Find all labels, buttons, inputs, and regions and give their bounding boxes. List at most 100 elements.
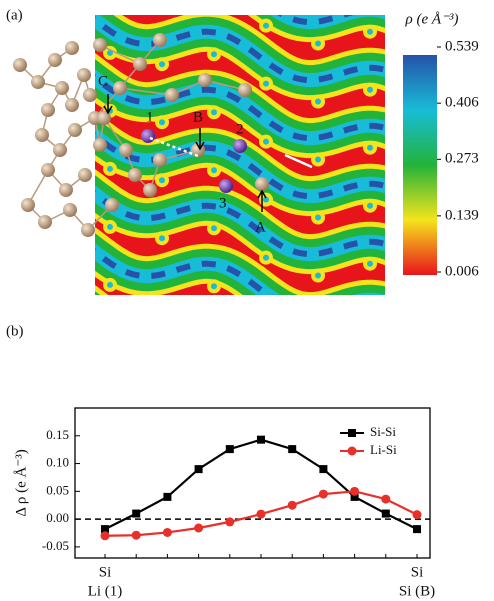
marker [381,509,390,518]
density-node [159,235,165,242]
marker [347,446,357,456]
density-node [159,177,165,184]
density-node [211,225,217,232]
panel-label: (a) [6,7,23,23]
atom [59,183,73,197]
colorbar-tick-label: 0.406 [445,95,479,111]
legend-label: Li-Si [370,442,397,457]
density-band [60,289,420,381]
site-label: 2 [236,121,244,137]
site-label: C [98,73,108,89]
atom [93,38,107,52]
x-tick-label: Si [411,564,424,580]
density-node [367,86,373,93]
bond [119,87,173,96]
density-node [211,51,217,58]
y-tick-label: -0.05 [42,538,69,553]
density-node [263,80,269,87]
atom [113,81,127,95]
atom [21,198,35,212]
colorbar-tick-label: 0.006 [445,263,479,279]
atom [38,215,52,229]
marker [350,492,359,501]
marker [381,494,391,504]
density-node [315,272,321,279]
atom [255,177,269,191]
marker [256,509,266,519]
li-atom [233,139,247,153]
density-node [211,167,217,174]
colorbar [403,55,437,275]
atom [81,223,95,237]
density-node [211,109,217,116]
x-sublabel: Si (B) [399,583,435,599]
density-node [315,98,321,105]
atom [31,75,45,89]
marker [412,510,422,520]
marker [350,486,360,496]
atom [143,183,157,197]
density-node [107,165,113,172]
y-axis-title: Δ ρ (e Å⁻³) [13,449,29,516]
atom [133,57,147,71]
density-node [263,138,269,145]
density-node [159,61,165,68]
density-node [159,119,165,126]
density-node [315,214,321,221]
atom [65,41,79,55]
marker [132,509,141,518]
x-sublabel: Li (1) [88,583,123,599]
density-node [263,254,269,261]
site-label: B [193,109,203,125]
plot-frame [74,407,431,559]
colorbar-tick-label: 0.273 [445,151,479,167]
li-atom [219,179,233,193]
density-node [367,260,373,267]
density-node [107,281,113,288]
density-node [315,156,321,163]
atom [198,73,212,87]
density-core [60,347,420,439]
atom [119,143,133,157]
density-band [60,347,420,439]
colorbar-tick-label: 0.539 [445,38,479,54]
atom [48,53,62,67]
marker [318,489,328,499]
atom [238,83,252,97]
atom [165,88,179,102]
annotations: 1 2 3 A B C [98,73,313,235]
density-node [211,283,217,290]
colorbar-tick-label: 0.139 [445,207,479,223]
density-band [95,291,101,295]
x-tick-label: Si [99,564,112,580]
density-node [367,144,373,151]
atom [153,153,167,167]
density-band [60,347,420,439]
atom [128,168,142,182]
site-label: 1 [146,109,154,125]
atom [97,111,111,125]
marker [319,465,328,474]
density-node [263,196,269,203]
marker [225,517,235,527]
marker [101,525,109,534]
marker [163,492,172,501]
atom [13,58,27,72]
density-node [107,49,113,56]
atom [55,81,69,95]
atom [68,123,82,137]
atom [53,143,67,157]
atom [77,68,91,82]
marker [348,429,356,437]
atom [63,203,77,217]
atom [93,138,107,152]
density-node [367,202,373,209]
marker [287,500,297,510]
marker [194,523,204,533]
panel-label: (b) [6,323,24,339]
density-band [95,185,385,262]
marker [257,435,265,444]
marker [288,445,297,454]
atom [35,128,49,142]
